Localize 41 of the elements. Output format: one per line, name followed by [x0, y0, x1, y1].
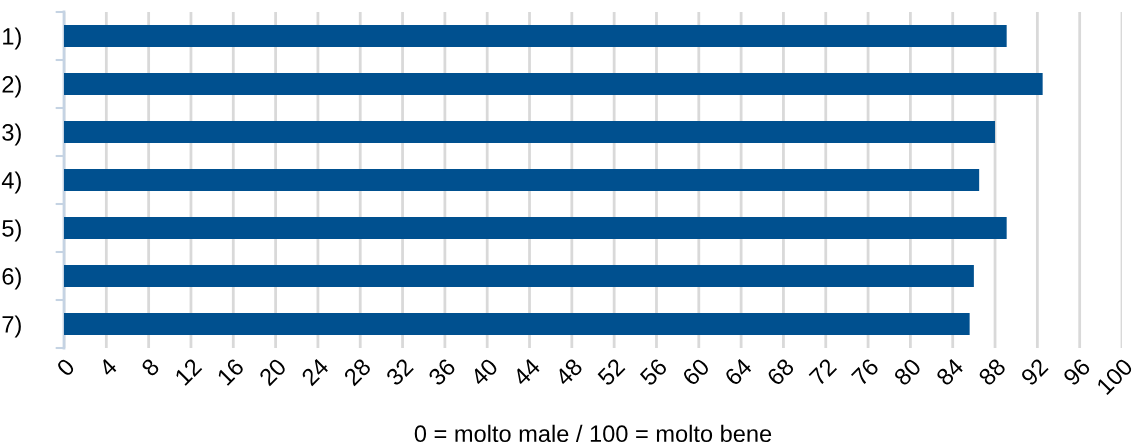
x-tick-label: 52 — [596, 357, 626, 387]
y-tick-label: 7) — [2, 315, 21, 338]
x-tick-label: 80 — [893, 357, 923, 387]
x-tick-label: 100 — [1095, 357, 1134, 396]
x-tick-label: 4 — [98, 357, 118, 378]
bar — [64, 72, 1043, 96]
y-tick-label: 1) — [3, 27, 21, 50]
bar — [64, 168, 980, 192]
x-tick-label: 92 — [1020, 357, 1049, 387]
x-axis-title: 0 = molto male / 100 = molto bene — [414, 424, 772, 443]
bar — [64, 120, 996, 144]
y-tick-label: 5) — [2, 219, 21, 242]
x-tick-label: 20 — [258, 357, 288, 387]
x-tick-label: 8 — [140, 357, 161, 378]
y-tick-label: 3) — [2, 123, 21, 146]
x-tick-label: 12 — [174, 357, 203, 386]
x-tick-label: 60 — [681, 357, 711, 387]
x-tick-label: 84 — [935, 357, 965, 387]
x-tick-label: 44 — [511, 357, 542, 387]
x-tick-label: 40 — [469, 357, 499, 387]
x-tick-label: 28 — [342, 357, 372, 387]
x-tick-label: 16 — [216, 357, 245, 386]
bar — [64, 216, 1007, 240]
y-tick-label: 6) — [2, 267, 21, 290]
x-tick-label: 96 — [1062, 357, 1092, 387]
bar — [64, 24, 1007, 48]
y-tick-label: 4) — [1, 171, 21, 194]
x-tick-label: 88 — [977, 357, 1007, 387]
x-tick-label: 24 — [300, 357, 330, 387]
bar — [64, 264, 974, 288]
x-tick-label: 64 — [723, 357, 753, 387]
x-tick-label: 32 — [385, 357, 414, 387]
bar — [64, 312, 970, 336]
x-tick-label: 72 — [808, 357, 838, 387]
x-tick-label: 56 — [639, 357, 669, 387]
x-tick-label: 76 — [850, 357, 880, 387]
y-tick-label: 2) — [2, 75, 21, 98]
x-tick-label: 36 — [427, 357, 457, 387]
x-tick-label: 48 — [554, 357, 584, 387]
x-tick-label: 0 — [55, 357, 76, 378]
x-tick-label: 68 — [766, 357, 795, 387]
